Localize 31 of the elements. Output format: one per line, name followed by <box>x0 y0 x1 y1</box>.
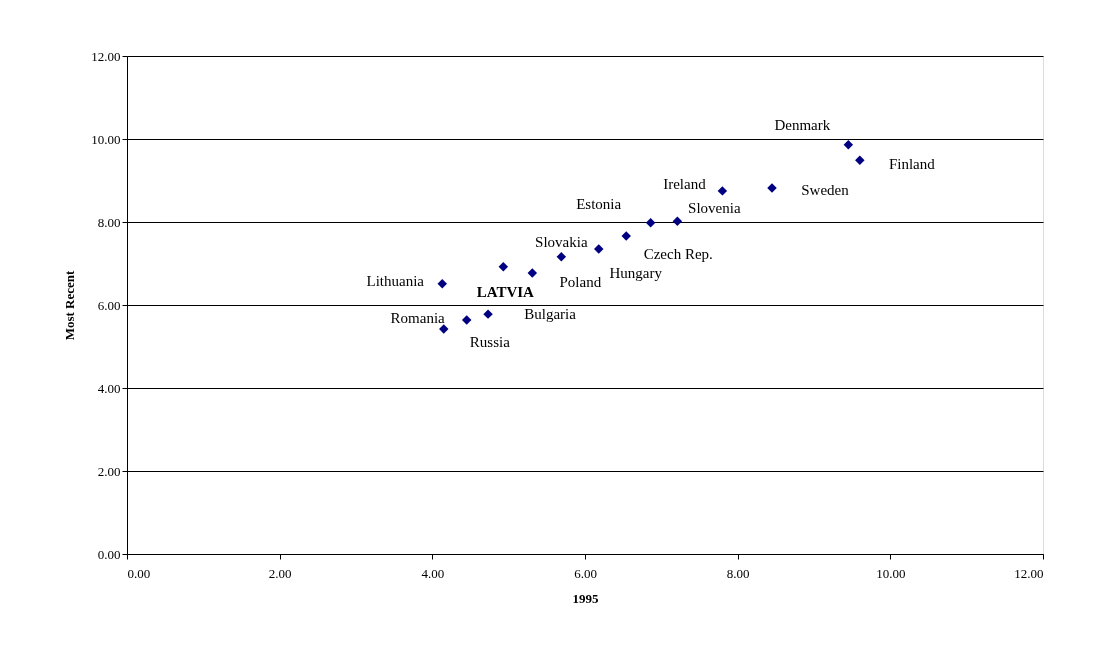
x-tick-label: 10.00 <box>876 565 906 581</box>
annotation: Sweden <box>801 181 850 198</box>
annotation: Bulgaria <box>524 306 577 323</box>
annotation: Slovakia <box>535 233 588 250</box>
y-tick-label: 12.00 <box>91 48 121 64</box>
y-tick-label: 4.00 <box>97 380 121 396</box>
annotation: Lithuania <box>366 272 425 289</box>
y-tick-label: 0.00 <box>97 546 121 562</box>
y-tick-label: 10.00 <box>91 131 121 147</box>
y-tick-label: 2.00 <box>97 463 121 479</box>
annotation: Ireland <box>663 175 707 192</box>
annotation: Denmark <box>774 116 831 133</box>
x-axis-title: 1995 <box>572 590 599 606</box>
annotation: Hungary <box>609 264 663 281</box>
x-tick-label: 2.00 <box>268 565 292 581</box>
y-tick-label: 8.00 <box>97 214 121 230</box>
y-tick-label: 6.00 <box>97 297 121 313</box>
annotation: Slovenia <box>688 200 741 217</box>
annotation: Estonia <box>576 195 622 212</box>
y-axis-title: Most Recent <box>62 270 78 341</box>
annotation: Czech Rep. <box>643 246 713 263</box>
annotation: Romania <box>390 309 446 326</box>
annotation: LATVIA <box>476 283 535 300</box>
x-tick-label: 0.00 <box>127 565 151 581</box>
x-tick-label: 6.00 <box>574 565 597 581</box>
annotation: Poland <box>559 274 602 291</box>
x-tick-label: 8.00 <box>726 565 750 581</box>
x-tick-label: 12.00 <box>1014 565 1044 581</box>
x-tick-label: 4.00 <box>421 565 445 581</box>
annotation: Russia <box>469 334 511 351</box>
annotation: Finland <box>888 156 936 173</box>
